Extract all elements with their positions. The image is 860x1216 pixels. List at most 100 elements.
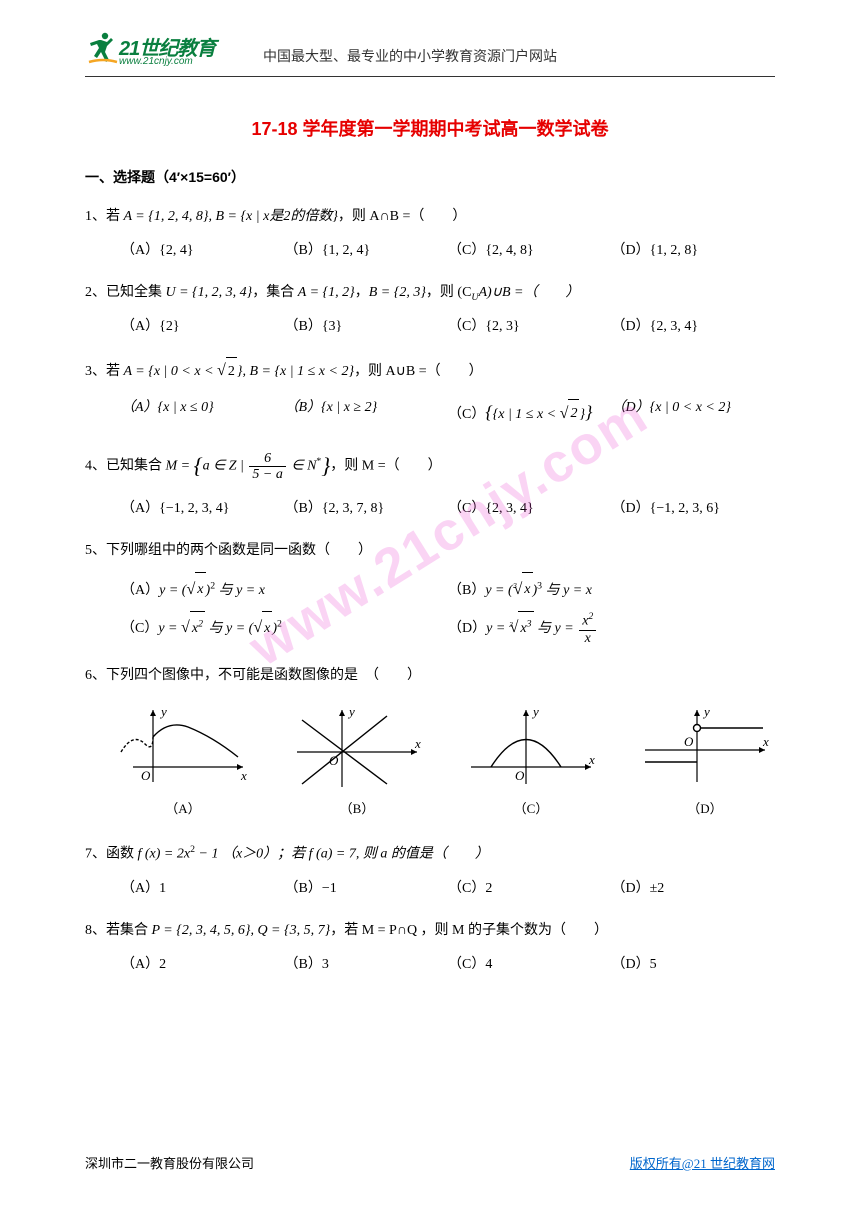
question-6: 6、下列四个图像中，不可能是函数图像的是 （ ） x y O （A） bbox=[85, 662, 775, 826]
option-b: （B）{2, 3, 7, 8} bbox=[285, 495, 449, 523]
option-a: （A）2 bbox=[121, 951, 285, 979]
svg-text:O: O bbox=[141, 768, 151, 783]
option-c: （C）y = √x2 与 y = (√x)2 bbox=[121, 609, 448, 648]
math: }, B = {x | 1 ≤ x < 2} bbox=[237, 364, 354, 379]
text: 3、若 bbox=[85, 364, 124, 379]
option-c: （C）{2, 4, 8} bbox=[448, 237, 612, 265]
option-d: （D）{1, 2, 8} bbox=[612, 237, 776, 265]
option-c: （C）2 bbox=[448, 875, 612, 903]
math: A = {1, 2} bbox=[298, 285, 355, 300]
option-d: （D）5 bbox=[612, 951, 776, 979]
math: − 1 （x＞0）；若 f (a) = 7, 则 a 的值是（ ） bbox=[195, 847, 489, 862]
q8-stem: 8、若集合 P = {2, 3, 4, 5, 6}, Q = {3, 5, 7}… bbox=[85, 917, 775, 945]
text: 4、已知集合 bbox=[85, 459, 166, 474]
text: 1、若 bbox=[85, 209, 124, 224]
option-b: （B）y = (3√x)3 与 y = x bbox=[448, 571, 775, 610]
subscript: U bbox=[471, 292, 478, 303]
option-b: （B）{x | x ≥ 2} bbox=[285, 394, 449, 430]
footer-company: 深圳市二一教育股份有限公司 bbox=[85, 1153, 254, 1172]
q3-stem: 3、若 A = {x | 0 < x < √2}, B = {x | 1 ≤ x… bbox=[85, 355, 775, 387]
q3-options: （A）{x | x ≤ 0} （B）{x | x ≥ 2} （C）{{x | 1… bbox=[85, 394, 775, 430]
text: 2、已知全集 bbox=[85, 285, 166, 300]
q2-options: （A）{2} （B）{3} （C）{2, 3} （D）{2, 3, 4} bbox=[85, 313, 775, 341]
text: ，则 (C bbox=[426, 285, 472, 300]
option-d: （D）±2 bbox=[612, 875, 776, 903]
q4-stem: 4、已知集合 M = {a ∈ Z | 65 − a ∈ N*}，则 M =（ … bbox=[85, 444, 775, 489]
text: 8、若集合 bbox=[85, 923, 152, 938]
q5-stem: 5、下列哪组中的两个函数是同一函数（ ） bbox=[85, 537, 775, 565]
svg-text:O: O bbox=[329, 753, 339, 768]
exam-title: 17-18 学年度第一学期期中考试高一数学试卷 bbox=[85, 115, 775, 141]
text: ，则 A∪B =（ ） bbox=[354, 364, 483, 379]
option-a: （A）{−1, 2, 3, 4} bbox=[121, 495, 285, 523]
svg-text:O: O bbox=[515, 768, 525, 783]
option-a: （A）{x | x ≤ 0} bbox=[121, 394, 285, 430]
option-d: （D）{x | 0 < x < 2} bbox=[612, 394, 776, 430]
graph-a: x y O （A） bbox=[113, 702, 253, 822]
option-c: （C）4 bbox=[448, 951, 612, 979]
svg-text:y: y bbox=[159, 704, 167, 719]
option-a: （A）{2} bbox=[121, 313, 285, 341]
question-4: 4、已知集合 M = {a ∈ Z | 65 − a ∈ N*}，则 M =（ … bbox=[85, 444, 775, 523]
text: 7、函数 bbox=[85, 847, 138, 862]
option-a: （A）{2, 4} bbox=[121, 237, 285, 265]
svg-text:y: y bbox=[347, 704, 355, 719]
question-3: 3、若 A = {x | 0 < x < √2}, B = {x | 1 ≤ x… bbox=[85, 355, 775, 430]
footer-copyright-link[interactable]: 版权所有@21 世纪教育网 bbox=[630, 1153, 775, 1172]
math: ∈ N bbox=[288, 459, 317, 474]
graph-c: x y O （C） bbox=[461, 702, 601, 822]
page-footer: 深圳市二一教育股份有限公司 版权所有@21 世纪教育网 bbox=[85, 1153, 775, 1172]
q4-options: （A）{−1, 2, 3, 4} （B）{2, 3, 7, 8} （C）{2, … bbox=[85, 495, 775, 523]
q1-stem: 1、若 A = {1, 2, 4, 8}, B = {x | x是2的倍数}，则… bbox=[85, 203, 775, 231]
option-d: （D）{−1, 2, 3, 6} bbox=[612, 495, 776, 523]
math: f (x) = 2x bbox=[138, 847, 191, 862]
math: a ∈ Z | bbox=[203, 459, 248, 474]
q6-graphs: x y O （A） x y O （B） bbox=[85, 696, 775, 826]
math: A)∪B =（ ） bbox=[479, 285, 580, 300]
section-heading: 一、选择题（4′×15=60′） bbox=[85, 167, 775, 187]
option-c: （C）{2, 3} bbox=[448, 313, 612, 341]
text: ，则 M =（ ） bbox=[330, 459, 441, 474]
math: M = bbox=[166, 459, 194, 474]
sqrt-icon: √2 bbox=[217, 355, 237, 387]
q6-stem: 6、下列四个图像中，不可能是函数图像的是 （ ） bbox=[85, 662, 775, 690]
label: （C） bbox=[461, 796, 601, 822]
question-1: 1、若 A = {1, 2, 4, 8}, B = {x | x是2的倍数}，则… bbox=[85, 203, 775, 265]
question-2: 2、已知全集 U = {1, 2, 3, 4}，集合 A = {1, 2}，B … bbox=[85, 279, 775, 341]
svg-text:x: x bbox=[588, 752, 595, 767]
math: B = {2, 3} bbox=[369, 285, 426, 300]
page-header: 21世纪教育 www.21cnjy.com 中国最大型、最专业的中小学教育资源门… bbox=[85, 30, 775, 77]
site-logo: 21世纪教育 www.21cnjy.com bbox=[85, 30, 255, 72]
question-8: 8、若集合 P = {2, 3, 4, 5, 6}, Q = {3, 5, 7}… bbox=[85, 917, 775, 979]
q5-options: （A）y = (√x)2 与 y = x （B）y = (3√x)3 与 y =… bbox=[85, 571, 775, 648]
option-b: （B）−1 bbox=[285, 875, 449, 903]
svg-text:O: O bbox=[684, 734, 694, 749]
option-b: （B）3 bbox=[285, 951, 449, 979]
graph-b: x y O （B） bbox=[287, 702, 427, 822]
option-b: （B）{3} bbox=[285, 313, 449, 341]
option-d: （D）{2, 3, 4} bbox=[612, 313, 776, 341]
text: ， bbox=[355, 285, 369, 300]
option-d: （D）y = 3√x3 与 y = x2x bbox=[448, 609, 775, 648]
option-c: （C）{{x | 1 ≤ x < √2}} bbox=[448, 394, 612, 430]
option-b: （B）{1, 2, 4} bbox=[285, 237, 449, 265]
option-c: （C）{2, 3, 4} bbox=[448, 495, 612, 523]
option-a: （A）y = (√x)2 与 y = x bbox=[121, 571, 448, 610]
q7-stem: 7、函数 f (x) = 2x2 − 1 （x＞0）；若 f (a) = 7, … bbox=[85, 840, 775, 869]
svg-text:y: y bbox=[531, 704, 539, 719]
svg-text:y: y bbox=[702, 704, 710, 719]
svg-text:x: x bbox=[240, 768, 247, 783]
q7-options: （A）1 （B）−1 （C）2 （D）±2 bbox=[85, 875, 775, 903]
label: （D） bbox=[635, 796, 775, 822]
q8-options: （A）2 （B）3 （C）4 （D）5 bbox=[85, 951, 775, 979]
q1-options: （A）{2, 4} （B）{1, 2, 4} （C）{2, 4, 8} （D）{… bbox=[85, 237, 775, 265]
label: （B） bbox=[287, 796, 427, 822]
q2-stem: 2、已知全集 U = {1, 2, 3, 4}，集合 A = {1, 2}，B … bbox=[85, 279, 775, 307]
math: P = {2, 3, 4, 5, 6}, Q = {3, 5, 7} bbox=[152, 923, 331, 938]
text: ，则 A∩B =（ ） bbox=[338, 209, 466, 224]
fraction: 65 − a bbox=[249, 451, 285, 483]
text: ，若 M = P∩Q ，则 M 的子集个数为（ ） bbox=[330, 923, 608, 938]
text: ，集合 bbox=[252, 285, 298, 300]
label: （A） bbox=[113, 796, 253, 822]
option-a: （A）1 bbox=[121, 875, 285, 903]
